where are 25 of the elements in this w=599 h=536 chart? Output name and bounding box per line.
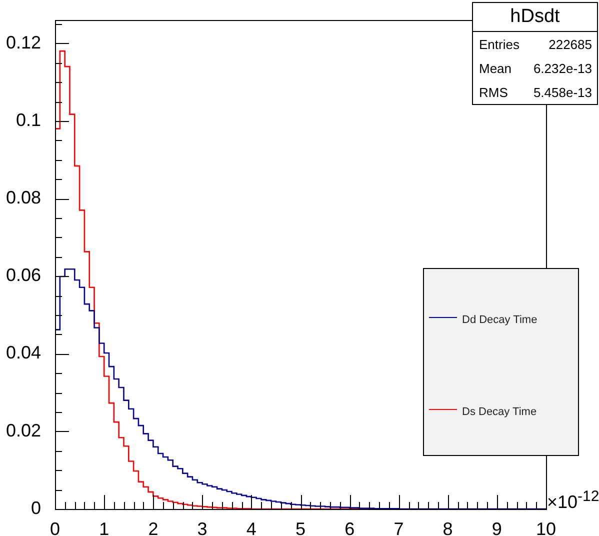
x-tick-label: 0 [50, 518, 60, 536]
y-tick-label: 0 [30, 498, 41, 518]
x-axis-title: ×10$^{-12}$ [547, 488, 599, 513]
x-tick-label: 10 [536, 518, 556, 536]
y-tick-label: 0.08 [6, 187, 41, 208]
x-tick-label: 7 [394, 518, 404, 536]
text: Mean 6.232e-13 [479, 61, 592, 76]
x-tick-label: 9 [492, 518, 502, 536]
x-tick-label: 5 [295, 518, 306, 536]
y-tick-label: 0.04 [6, 342, 41, 363]
x-tick-label: 6 [344, 518, 355, 536]
chart-title: hDsdt [473, 3, 597, 32]
y-tick-label: 0.02 [6, 420, 41, 440]
x-tick-label: 3 [197, 518, 208, 536]
text: Entries 222685 [479, 37, 592, 52]
text: RMS 5.458e-13 [479, 85, 592, 100]
y-tick-label: 0.12 [6, 32, 41, 52]
y-tick-label: 0.06 [6, 265, 41, 286]
legend-label: Dd Decay Time [462, 314, 538, 326]
x-tick-label: 1 [99, 518, 110, 536]
y-tick-label: 0.1 [16, 110, 41, 130]
x-tick-label: 4 [246, 518, 256, 536]
x-tick-label: 2 [148, 518, 158, 536]
x-tick-label: 8 [442, 518, 453, 536]
legend-label: Ds Decay Time [462, 406, 537, 418]
